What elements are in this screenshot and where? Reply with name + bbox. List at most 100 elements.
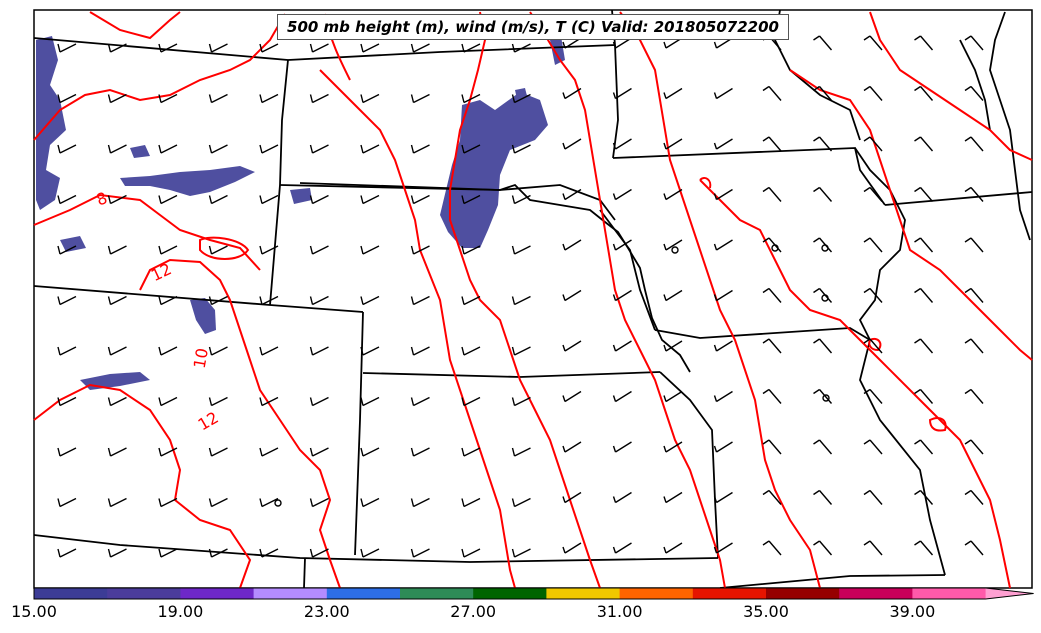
wind-barb (107, 497, 127, 508)
wind-barb (964, 186, 984, 202)
wind-barb (259, 194, 279, 205)
colorbar-tick-label: 23.00 (303, 602, 350, 621)
colorbar-segment (473, 588, 547, 599)
wind-barb (309, 245, 329, 255)
wind-barb (158, 548, 178, 558)
wind-barb (107, 245, 127, 255)
wind-barb (309, 295, 329, 306)
wind-speed-shading (36, 30, 565, 390)
wind-barb (914, 85, 934, 101)
border-iowa-missouri (654, 327, 871, 341)
wind-barb (813, 85, 833, 101)
wind-barb (158, 447, 178, 457)
wind-barb (309, 447, 329, 457)
contour-11 (789, 69, 1033, 361)
wind-barb (158, 43, 178, 53)
border-oklahoma (33, 534, 719, 563)
wind-barb (158, 497, 178, 508)
wind-barb (964, 540, 984, 556)
border-wisconsin-lake (959, 39, 991, 131)
wind-barb (663, 138, 683, 150)
wind-barb (107, 43, 127, 53)
wind-barb (259, 346, 279, 356)
wind-max-northwest (36, 36, 66, 210)
wind-barb (259, 447, 279, 457)
contour-5 (33, 383, 252, 589)
wind-barb (762, 338, 782, 354)
wind-max-wyoming (190, 298, 216, 334)
wind-barb (612, 441, 632, 453)
wind-barb (511, 194, 531, 205)
wind-barb (360, 447, 380, 457)
calm-wind-circle (771, 244, 779, 252)
wind-barb (562, 542, 582, 554)
border-missouri-east (859, 339, 946, 576)
wind-barb (813, 338, 833, 354)
wind-barb (762, 85, 782, 101)
contour-17 (699, 177, 712, 189)
wind-barb (158, 396, 178, 407)
wind-barb (762, 136, 782, 152)
wind-barb (511, 346, 531, 356)
wind-barb (158, 346, 178, 356)
wind-barb (562, 491, 582, 504)
wind-barb (762, 540, 782, 556)
colorbar-segment (400, 588, 474, 599)
wind-barb (713, 188, 733, 201)
wind-barb (208, 93, 228, 104)
wind-barb (762, 388, 782, 404)
wind-barb (57, 447, 77, 457)
wind-barb (309, 93, 329, 104)
wind-barb (663, 491, 683, 504)
wind-barb (964, 287, 984, 303)
contour-12 (869, 11, 1033, 161)
wind-barb (259, 144, 279, 154)
wind-barb (57, 245, 77, 255)
wind-barb (107, 144, 127, 154)
wind-barb (914, 338, 934, 354)
colorbar-tick-label: 27.00 (450, 602, 497, 621)
colorbar-segment (692, 588, 767, 599)
wind-barb (410, 144, 430, 154)
wind-barb (964, 85, 984, 101)
colorbar-segment (180, 588, 255, 599)
wind-barb (208, 346, 228, 356)
wind-barb (410, 346, 430, 356)
colorbar-tick-label: 35.00 (743, 602, 789, 621)
wind-barb (863, 540, 883, 556)
wind-barb (511, 548, 531, 558)
wind-barb (410, 93, 430, 104)
wind-spot-3 (60, 236, 86, 252)
wind-barb (208, 43, 228, 53)
wind-barb (762, 186, 782, 202)
colorbar-outline (33, 587, 1034, 600)
colorbar-segment (766, 588, 840, 599)
wind-barb (863, 388, 883, 404)
wind-barb (107, 548, 127, 558)
wind-barb (208, 295, 228, 306)
wind-barb (863, 136, 883, 152)
wind-barb (964, 136, 984, 152)
wind-barb (863, 237, 883, 253)
wind-barb (208, 194, 228, 205)
contour-18 (868, 338, 882, 352)
wind-barb (863, 338, 883, 354)
border-colorado (354, 311, 364, 556)
wind-max-montana (120, 166, 255, 196)
wind-barb (713, 441, 733, 453)
wind-barb (309, 497, 329, 508)
wind-barb (663, 542, 683, 554)
wind-barb (863, 186, 883, 202)
wind-barb (562, 188, 582, 201)
wind-barb (612, 188, 632, 201)
border-nd-sd (299, 182, 616, 221)
calm-wind-circle (822, 394, 830, 402)
wind-barb (762, 287, 782, 303)
wind-barb (259, 396, 279, 407)
wind-barb (511, 144, 531, 154)
wind-barb (410, 295, 430, 306)
wind-barb (461, 43, 481, 53)
wind-barb (57, 194, 77, 205)
wind-barb (57, 548, 77, 558)
wind-barb (410, 396, 430, 407)
